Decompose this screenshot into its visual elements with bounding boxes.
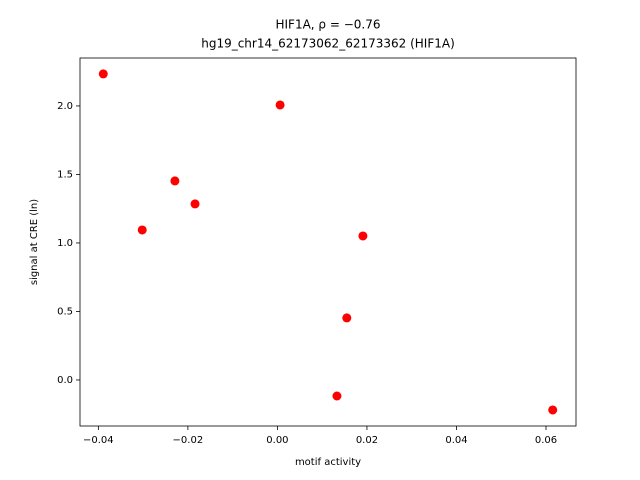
x-tick-label: 0.02 bbox=[356, 435, 378, 446]
chart-subtitle: hg19_chr14_62173062_62173362 (HIF1A) bbox=[201, 37, 455, 51]
y-tick-label: 1.0 bbox=[57, 238, 73, 249]
x-tick-label: 0.06 bbox=[535, 435, 557, 446]
x-tick-label: −0.04 bbox=[83, 435, 114, 446]
point bbox=[342, 313, 352, 323]
point bbox=[358, 231, 368, 241]
y-tick-label: 0.5 bbox=[57, 306, 73, 317]
x-tick-label: −0.02 bbox=[173, 435, 204, 446]
x-axis-label: motif activity bbox=[295, 457, 361, 468]
point bbox=[548, 405, 558, 415]
y-tick-label: 1.5 bbox=[57, 169, 73, 180]
plot-frame bbox=[79, 57, 577, 427]
y-axis-label: signal at CRE (ln) bbox=[29, 199, 40, 285]
point bbox=[332, 391, 342, 401]
point bbox=[137, 225, 147, 235]
y-tick-label: 2.0 bbox=[57, 101, 73, 112]
point bbox=[98, 69, 108, 79]
point bbox=[275, 100, 285, 110]
x-tick-label: 0.04 bbox=[445, 435, 467, 446]
chart-title: HIF1A, ρ = −0.76 bbox=[275, 18, 380, 32]
point bbox=[190, 199, 200, 209]
point bbox=[170, 176, 180, 186]
x-tick-label: 0.00 bbox=[266, 435, 288, 446]
y-tick-label: 0.0 bbox=[57, 375, 73, 386]
